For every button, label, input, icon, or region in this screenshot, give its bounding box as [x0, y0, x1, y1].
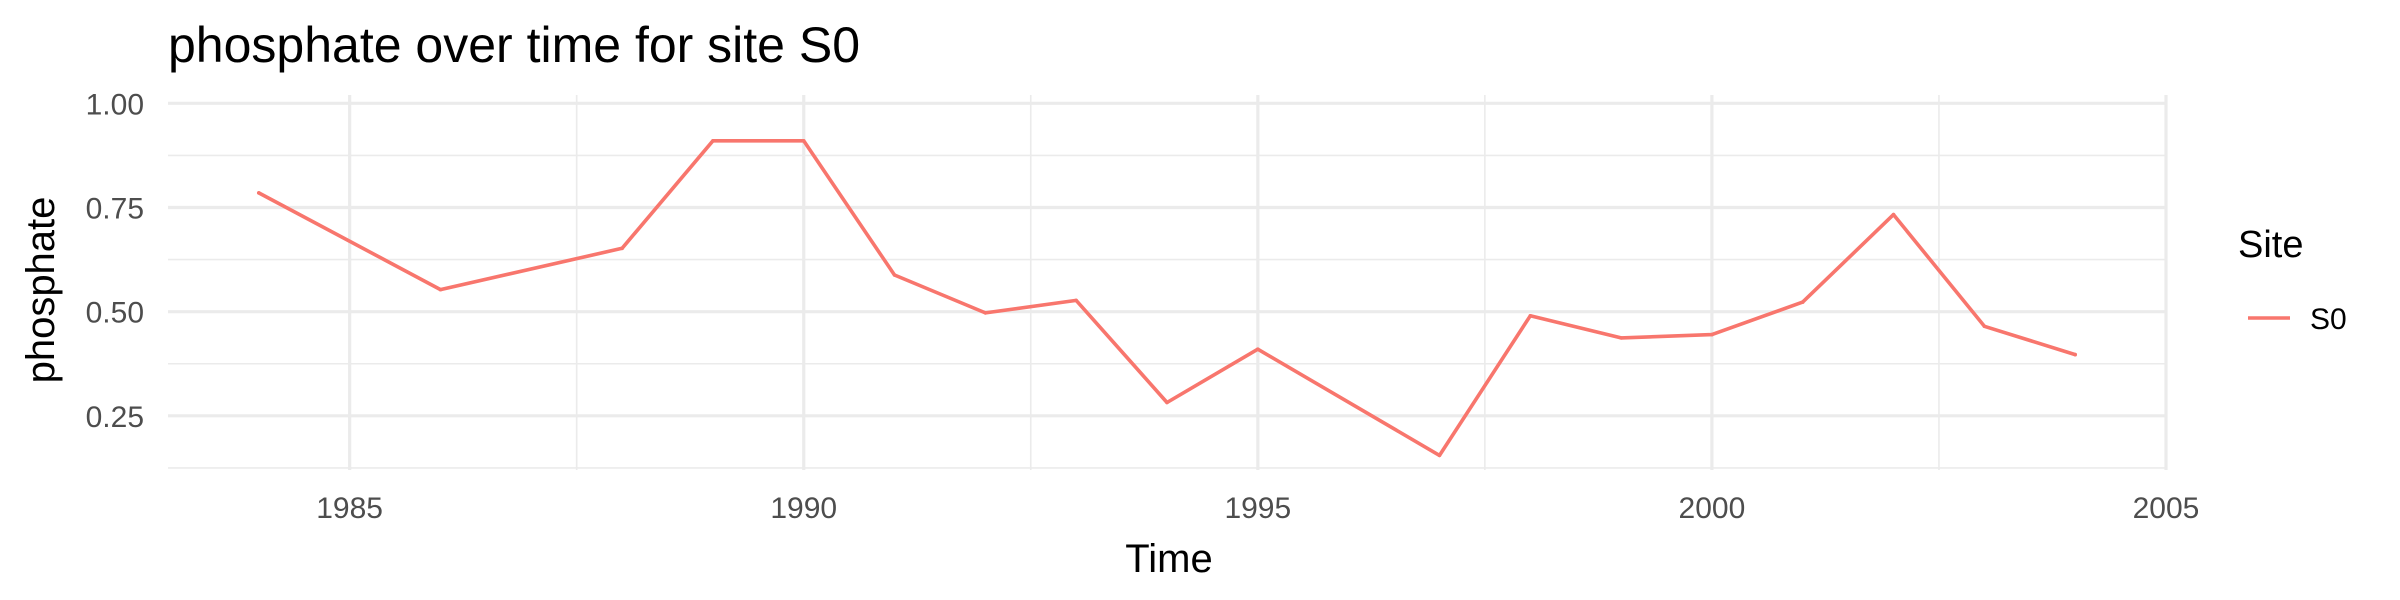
data-point [1074, 298, 1078, 303]
data-point [801, 139, 806, 143]
series-layer [256, 139, 2077, 458]
x-tick-label: 2000 [1679, 492, 1746, 525]
y-tick-label: 1.00 [86, 88, 144, 121]
x-axis-ticks: 1985 1990 1995 2000 2005 [316, 492, 2199, 525]
chart-title: phosphate over time for site S0 [168, 17, 860, 73]
grid [168, 95, 2168, 470]
x-tick-label: 2005 [2133, 492, 2200, 525]
y-tick-label: 0.25 [86, 401, 144, 434]
y-axis-ticks: 0.25 0.50 0.75 1.00 [86, 88, 144, 434]
y-tick-label: 0.50 [86, 297, 144, 330]
legend-title: Site [2238, 224, 2303, 266]
data-point [711, 139, 715, 143]
series-line-S0 [256, 139, 2077, 458]
y-tick-label: 0.75 [86, 193, 144, 226]
data-point [892, 273, 897, 277]
x-tick-label: 1990 [770, 492, 837, 525]
legend: Site S0 [2238, 224, 2347, 336]
data-point [1256, 347, 1260, 351]
data-point [620, 246, 624, 251]
x-tick-label: 1995 [1224, 492, 1291, 525]
data-point [2073, 352, 2077, 357]
y-axis-title: phosphate [19, 197, 63, 384]
data-point [1710, 332, 1714, 337]
data-point [1891, 212, 1896, 217]
data-point [438, 287, 443, 292]
data-point [1528, 314, 1533, 318]
x-tick-label: 1985 [316, 492, 383, 525]
x-axis-title: Time [1125, 537, 1212, 581]
data-point [257, 191, 261, 195]
data-point [1800, 300, 1805, 304]
data-point [1619, 336, 1623, 340]
legend-label: S0 [2310, 303, 2347, 336]
data-point [1982, 324, 1987, 329]
data-point [1437, 453, 1442, 458]
data-point [1165, 400, 1169, 405]
data-point [983, 311, 988, 315]
